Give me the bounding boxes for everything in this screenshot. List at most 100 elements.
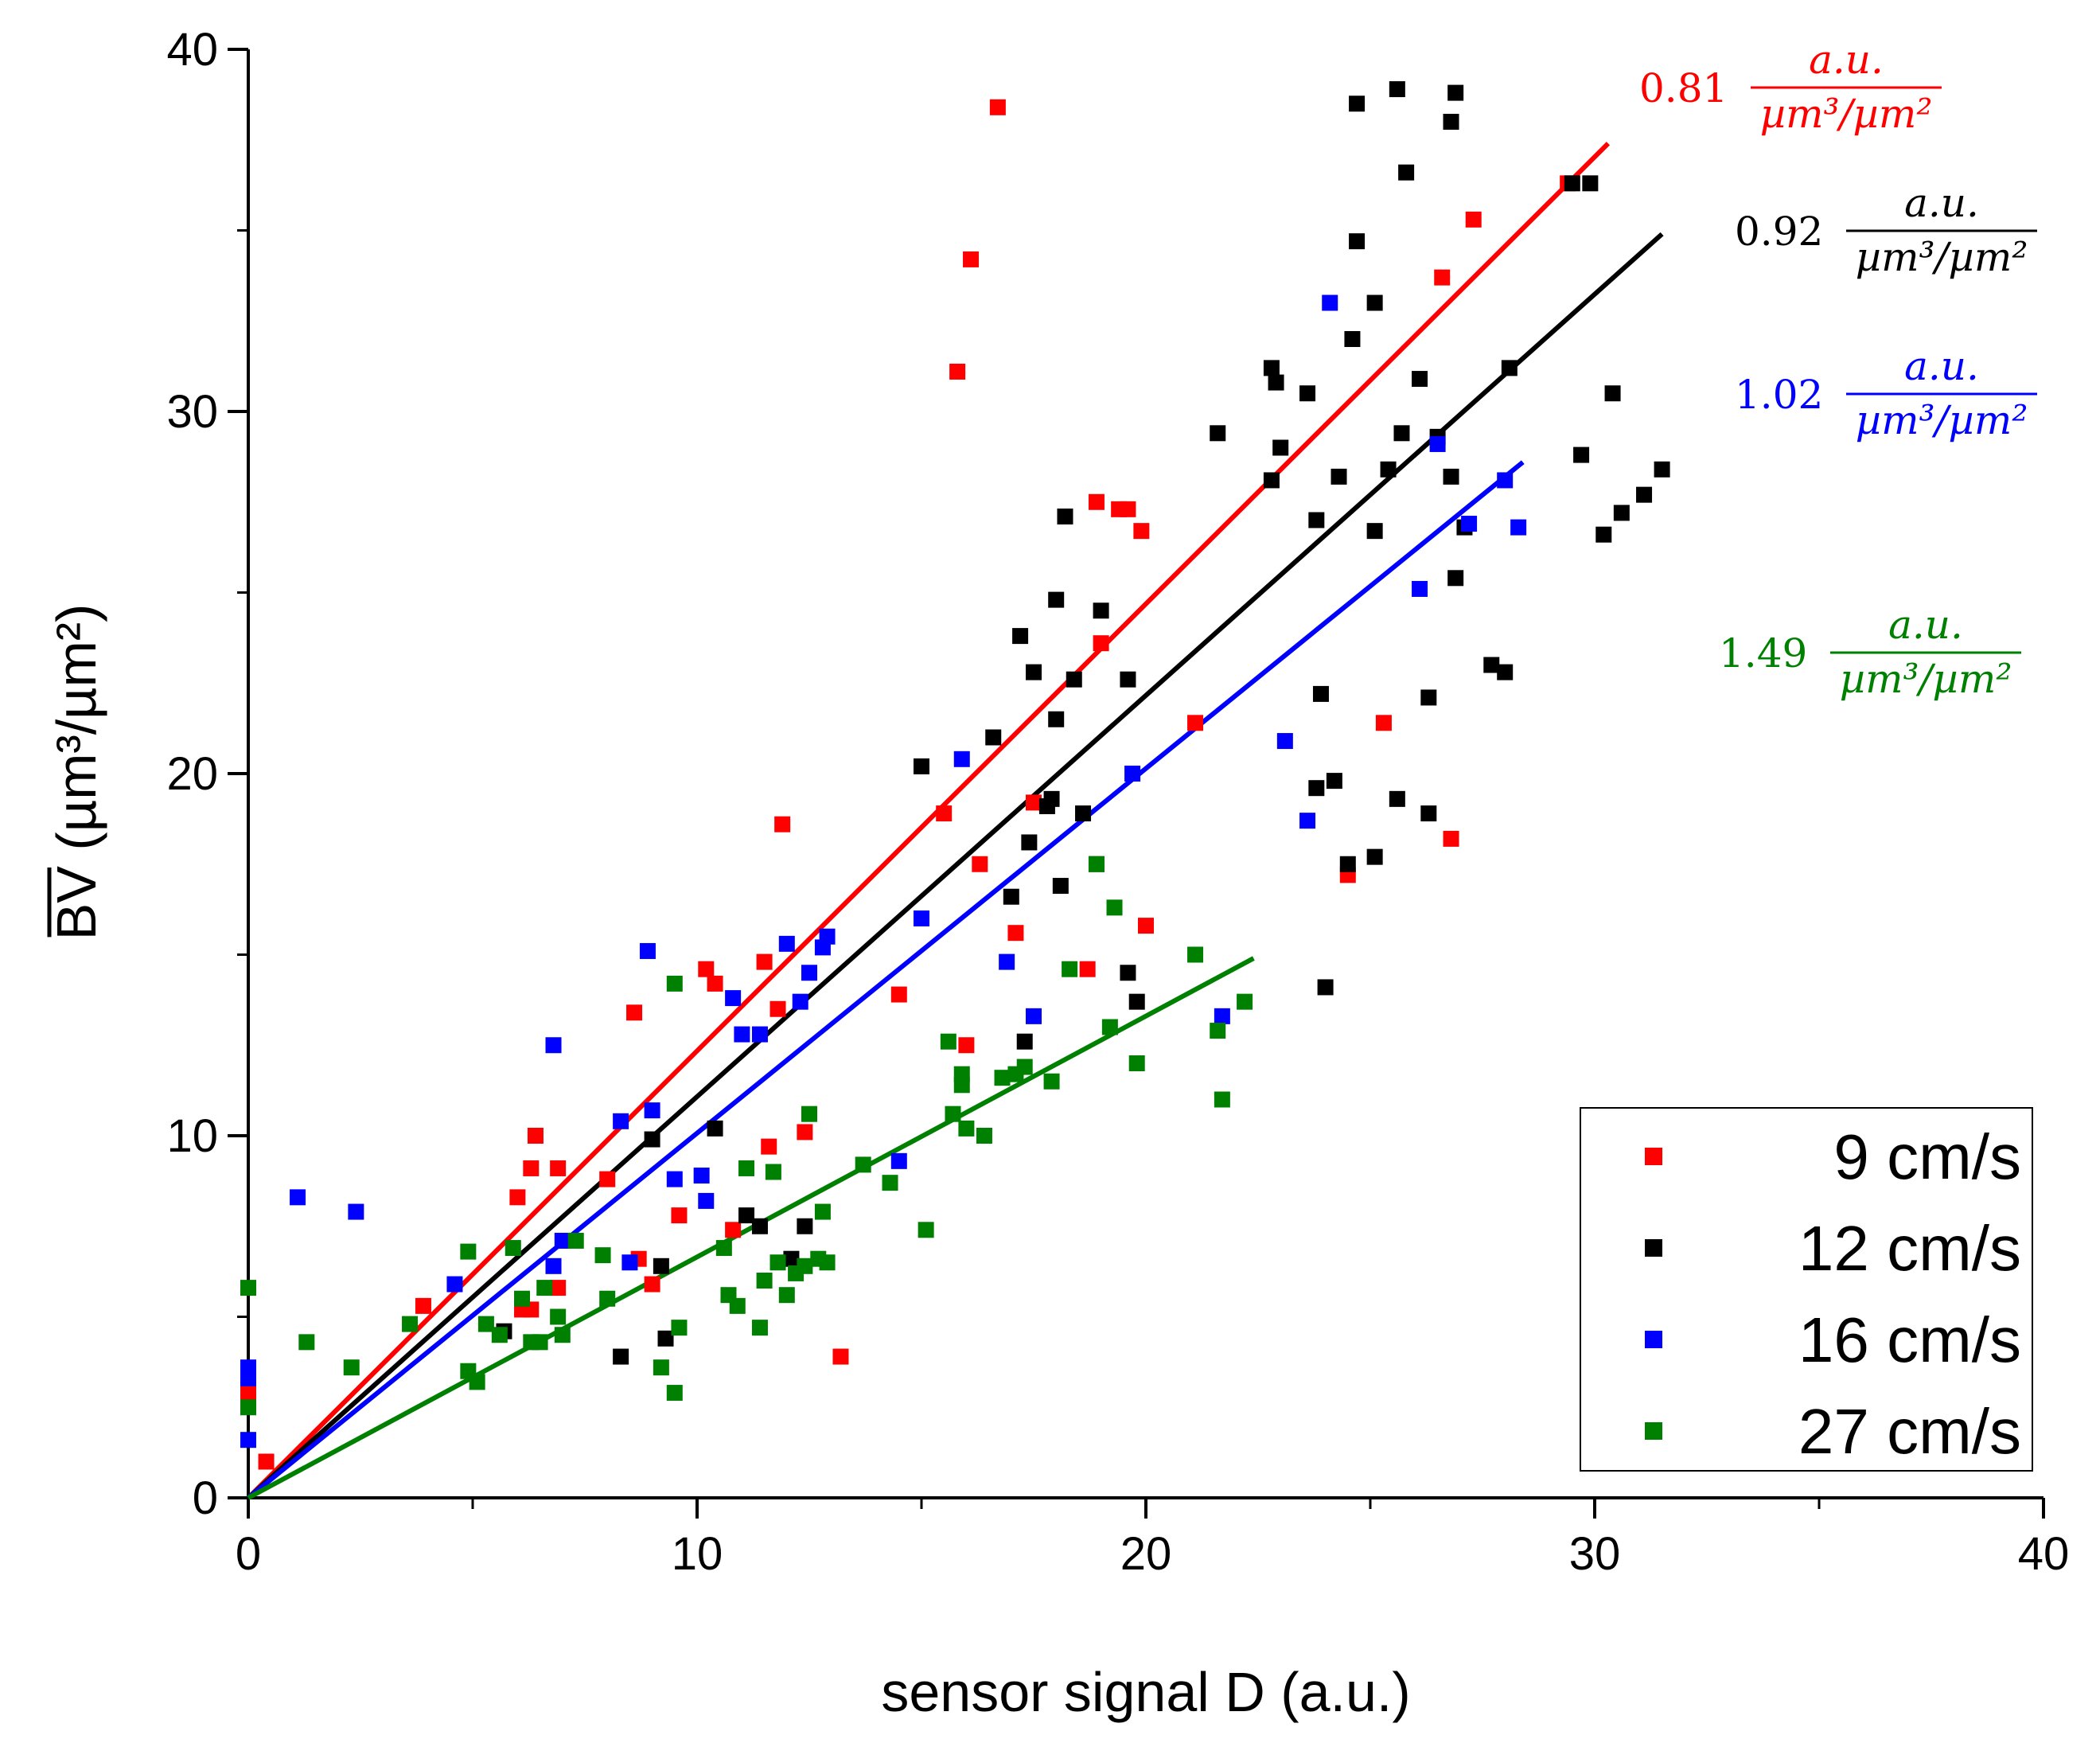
- data-point: [1573, 446, 1590, 463]
- data-point: [738, 1207, 755, 1224]
- data-point: [985, 729, 1002, 746]
- data-point: [693, 1168, 710, 1184]
- data-point: [1026, 664, 1042, 680]
- data-point: [550, 1308, 567, 1325]
- data-point: [644, 1131, 660, 1148]
- data-point: [1483, 657, 1500, 673]
- data-point: [756, 1273, 773, 1289]
- data-point: [415, 1297, 431, 1314]
- data-point: [1088, 493, 1105, 510]
- data-point: [1043, 1073, 1060, 1090]
- data-point: [783, 1250, 800, 1267]
- data-point: [1026, 794, 1042, 811]
- data-point: [1312, 685, 1329, 702]
- x-tick-label: 20: [1120, 1528, 1172, 1580]
- data-point: [801, 1105, 817, 1122]
- data-point: [1007, 925, 1024, 942]
- series-points: [496, 81, 1670, 1365]
- data-point: [599, 1171, 616, 1187]
- data-point: [545, 1257, 562, 1274]
- data-point: [918, 1222, 934, 1238]
- data-point: [1057, 508, 1073, 524]
- data-point: [599, 1290, 616, 1307]
- data-point: [1101, 1019, 1118, 1035]
- data-point: [536, 1280, 553, 1296]
- data-point: [890, 1152, 907, 1169]
- series-points: [240, 856, 1253, 1416]
- y-tick-label: 30: [166, 386, 218, 438]
- data-point: [914, 910, 929, 926]
- data-point: [855, 1156, 871, 1173]
- data-point: [1237, 993, 1253, 1010]
- data-point: [1393, 425, 1410, 442]
- data-point: [639, 942, 656, 959]
- slope-annotation: 1.02 a.u. µm³/µm²: [1735, 343, 2037, 443]
- data-point: [1380, 461, 1397, 478]
- data-point: [653, 1257, 669, 1274]
- data-point: [953, 1066, 970, 1082]
- data-point: [523, 1160, 540, 1176]
- data-point: [819, 928, 836, 945]
- slope-value: 1.02: [1735, 372, 1823, 418]
- data-point: [505, 1240, 521, 1257]
- ticks: 0 10 20 30 40 0 10 20 30 40: [166, 24, 2069, 1580]
- data-point: [1366, 523, 1383, 540]
- data-point: [1412, 371, 1428, 388]
- data-point: [1075, 805, 1092, 822]
- fit-line: [247, 956, 1255, 1500]
- data-point: [1272, 439, 1289, 456]
- data-point: [653, 1359, 669, 1376]
- data-point: [1263, 472, 1280, 489]
- data-point: [1276, 733, 1293, 750]
- data-point: [958, 1037, 975, 1054]
- data-point: [1582, 175, 1599, 192]
- data-point: [1214, 1008, 1230, 1024]
- data-point: [832, 1348, 849, 1365]
- data-point: [1443, 830, 1459, 847]
- data-point: [1214, 1091, 1230, 1108]
- data-point: [666, 1385, 683, 1402]
- data-point: [1375, 715, 1392, 731]
- data-point: [1308, 780, 1325, 797]
- data-point: [994, 1070, 1011, 1086]
- data-point: [761, 1138, 777, 1155]
- data-point: [1043, 790, 1060, 807]
- data-point: [290, 1189, 306, 1206]
- data-point: [940, 1033, 956, 1050]
- data-point: [532, 1334, 548, 1351]
- data-point: [446, 1276, 463, 1293]
- data-point: [972, 856, 988, 872]
- data-point: [1021, 834, 1038, 851]
- data-point: [1299, 385, 1316, 402]
- data-point: [1133, 523, 1150, 540]
- data-point: [949, 363, 966, 380]
- data-point: [774, 816, 791, 832]
- data-point: [1299, 813, 1316, 829]
- data-point: [1434, 269, 1451, 286]
- data-point: [554, 1327, 571, 1343]
- data-point: [460, 1243, 477, 1260]
- data-point: [666, 1171, 683, 1187]
- data-point: [698, 1192, 715, 1209]
- x-tick-label: 40: [2018, 1528, 2070, 1580]
- data-point: [1636, 486, 1653, 503]
- data-point: [477, 1316, 494, 1332]
- slope-unit-numerator: a.u.: [1888, 602, 1963, 648]
- data-point: [707, 1120, 723, 1137]
- slope-annotation: 1.49 a.u. µm³/µm²: [1719, 602, 2021, 702]
- data-point: [734, 1026, 750, 1043]
- slope-unit-numerator: a.u.: [1904, 343, 1979, 389]
- data-point: [1443, 468, 1459, 485]
- data-point: [797, 1124, 813, 1140]
- data-point: [621, 1254, 638, 1271]
- data-point: [1349, 96, 1366, 112]
- data-point: [509, 1189, 526, 1206]
- data-point: [707, 975, 723, 992]
- data-point: [240, 1432, 256, 1449]
- data-point: [240, 1280, 256, 1296]
- data-point: [613, 1348, 629, 1365]
- data-point: [1012, 628, 1029, 645]
- data-point: [1120, 671, 1136, 688]
- fit-line: [247, 460, 1525, 1500]
- data-point: [1120, 965, 1136, 981]
